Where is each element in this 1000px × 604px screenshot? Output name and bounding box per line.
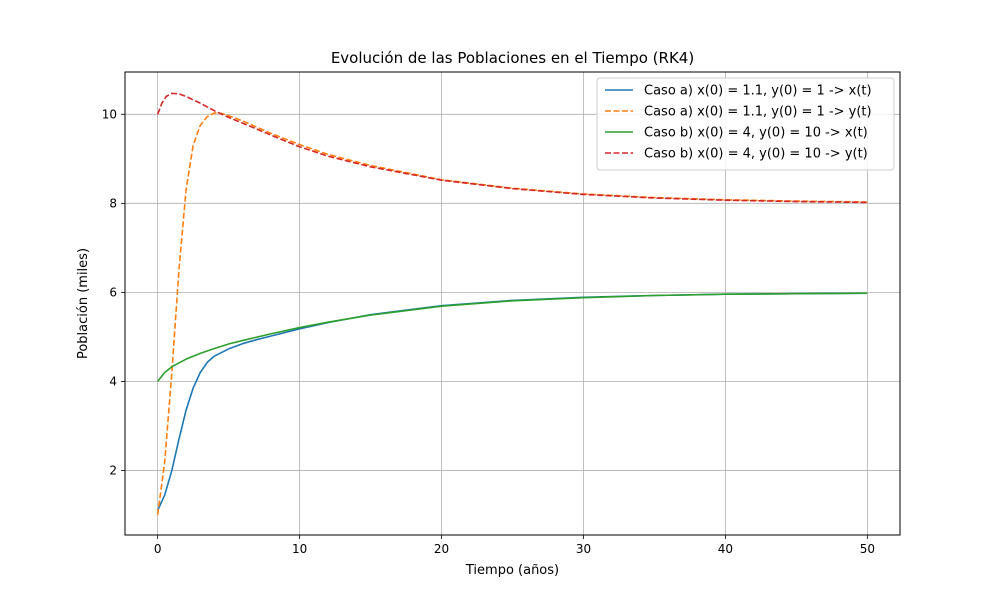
legend-label-1: Caso a) x(0) = 1.1, y(0) = 1 -> x(t) (644, 84, 872, 99)
x-tick-label: 30 (576, 542, 591, 556)
y-tick-label: 8 (109, 196, 117, 210)
legend-box (596, 77, 895, 171)
series-lines (156, 92, 868, 516)
plot-area-frame (124, 71, 901, 536)
x-tick-label: 0 (154, 542, 162, 556)
x-tick-label: 10 (292, 542, 307, 556)
series-line-4 (156, 92, 868, 204)
y-axis-label: Población (miles) (76, 248, 91, 359)
x-tick-label: 50 (860, 542, 875, 556)
series-line-3 (157, 292, 868, 382)
legend-label-2: Caso a) x(0) = 1.1, y(0) = 1 -> y(t) (644, 105, 872, 120)
y-tick-label: 6 (109, 285, 117, 299)
x-tick-label: 20 (434, 542, 449, 556)
x-tick-label: 40 (718, 542, 733, 556)
y-tick-label: 4 (109, 374, 117, 388)
chart-title: Evolución de las Poblaciones en el Tiemp… (331, 49, 694, 67)
x-axis-ticks: 0 10 20 30 40 50 (154, 535, 875, 556)
legend-label-3: Caso b) x(0) = 4, y(0) = 10 -> x(t) (644, 126, 868, 141)
series-line-2 (156, 112, 868, 516)
y-axis-ticks: 2 4 6 8 10 (102, 107, 125, 477)
y-tick-label: 10 (102, 107, 117, 121)
legend-label-4: Caso b) x(0) = 4, y(0) = 10 -> y(t) (644, 147, 868, 162)
x-axis-label: Tiempo (años) (465, 563, 559, 578)
legend: Caso a) x(0) = 1.1, y(0) = 1 -> x(t) Caso… (596, 77, 895, 171)
y-tick-label: 2 (109, 463, 117, 477)
